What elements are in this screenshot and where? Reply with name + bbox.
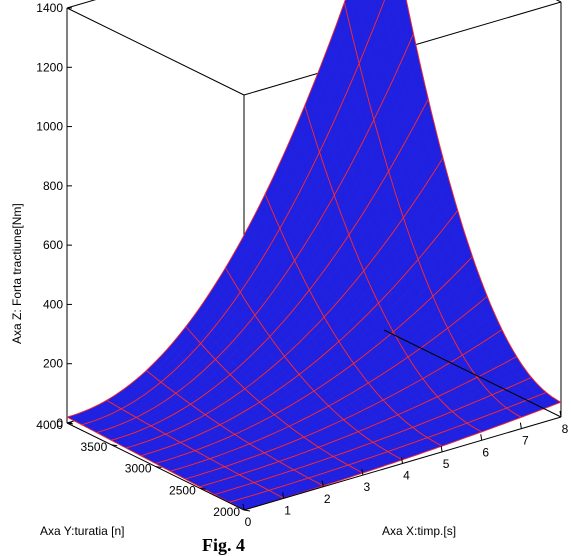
- figure-caption: Fig. 4: [202, 535, 245, 555]
- z-tick-label: 600: [43, 238, 63, 252]
- x-tick-mark: [282, 492, 285, 499]
- mesh-line-y: [66, 0, 346, 418]
- x-tick-mark: [242, 503, 245, 511]
- mesh-line-y: [199, 356, 518, 488]
- y-tick-mark: [199, 487, 206, 490]
- mesh-line-y: [96, 33, 414, 434]
- x-tick-mark: [361, 469, 364, 476]
- y-tick-label: 3000: [125, 462, 152, 476]
- x-tick-mark: [401, 457, 403, 464]
- x-tick-mark: [519, 422, 522, 429]
- y-tick-mark: [243, 509, 251, 512]
- y-tick-label: 3500: [81, 440, 108, 454]
- z-tick-label: 800: [43, 179, 63, 193]
- y-tick-mark: [111, 444, 118, 447]
- axis-ticks: 0200400600800100012001400200025003000350…: [36, 1, 568, 529]
- z-tick-label: 1200: [36, 60, 63, 74]
- y-tick-label: 2000: [213, 505, 240, 519]
- mesh-line-y: [125, 157, 444, 449]
- z-axis-label: Axa Z: Forta tractiune[Nm]: [10, 203, 24, 344]
- y-tick-label: 2500: [169, 483, 196, 497]
- mesh-line-y: [170, 295, 488, 472]
- x-tick-label: 1: [284, 503, 291, 517]
- x-tick-label: 6: [482, 445, 489, 459]
- box-edge: [66, 0, 97, 9]
- mesh-line-y: [140, 210, 459, 457]
- z-tick-label: 200: [43, 357, 63, 371]
- mesh-line-y: [229, 391, 547, 503]
- x-tick-mark: [559, 410, 562, 418]
- x-tick-label: 0: [245, 515, 252, 529]
- y-tick-mark: [66, 422, 74, 425]
- box-edge: [66, 7, 245, 96]
- mesh-line-y: [214, 376, 532, 495]
- y-tick-label: 4000: [36, 418, 63, 432]
- y-axis-label: Axa Y:turatia [n]: [40, 524, 125, 538]
- x-tick-label: 8: [562, 422, 569, 436]
- box-edge: [383, 329, 562, 418]
- mesh-line-y: [184, 329, 503, 480]
- x-tick-mark: [321, 480, 324, 487]
- x-tick-label: 4: [403, 469, 410, 483]
- y-tick-mark: [155, 466, 162, 468]
- mesh-line-y: [111, 98, 429, 441]
- surface-plot: [66, 0, 562, 511]
- z-tick-label: 1400: [36, 1, 63, 15]
- x-tick-mark: [440, 445, 443, 452]
- x-axis-label: Axa X:timp.[s]: [382, 524, 456, 538]
- z-tick-label: 400: [43, 297, 63, 311]
- x-tick-label: 5: [443, 457, 450, 471]
- mesh-line-y: [155, 256, 473, 464]
- z-tick-label: 0: [56, 416, 63, 430]
- x-tick-label: 7: [522, 434, 529, 448]
- mesh-line-y: [81, 0, 386, 426]
- x-tick-mark: [480, 434, 483, 441]
- x-tick-label: 3: [364, 480, 371, 494]
- z-tick-label: 1000: [36, 120, 63, 134]
- box-edge: [555, 0, 562, 3]
- x-tick-label: 2: [324, 492, 331, 506]
